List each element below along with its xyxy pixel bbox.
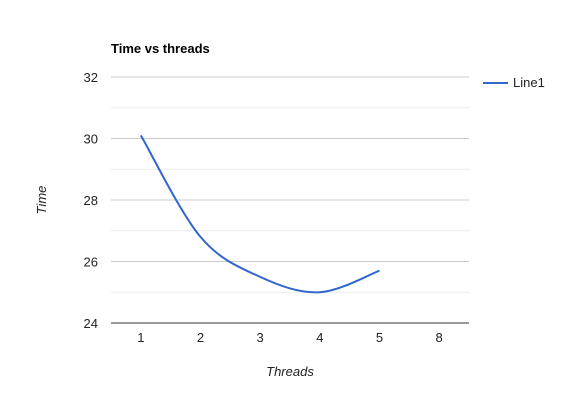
- legend: Line1: [483, 75, 545, 90]
- y-tick-label: 30: [84, 132, 98, 147]
- x-tick-label: 4: [316, 330, 323, 345]
- gridlines: [111, 76, 469, 324]
- chart-title: Time vs threads: [111, 41, 210, 56]
- x-tick-label: 2: [197, 330, 204, 345]
- y-tick-label: 26: [84, 255, 98, 270]
- x-tick-label: 8: [436, 330, 443, 345]
- y-tick-label: 28: [84, 193, 98, 208]
- y-axis-label: Time: [34, 186, 49, 215]
- y-tick-label: 24: [84, 316, 98, 331]
- x-tick-label: 3: [257, 330, 264, 345]
- x-tick-label: 1: [137, 330, 144, 345]
- y-tick-label: 32: [84, 70, 98, 85]
- x-axis-ticks: 1 2 3 4 5 8: [137, 330, 443, 345]
- y-axis-ticks: 24 26 28 30 32: [84, 70, 98, 331]
- legend-label: Line1: [513, 75, 545, 90]
- series-line: [139, 134, 380, 294]
- x-tick-label: 5: [376, 330, 383, 345]
- series-lines: [139, 134, 380, 294]
- x-axis-label: Threads: [266, 364, 314, 379]
